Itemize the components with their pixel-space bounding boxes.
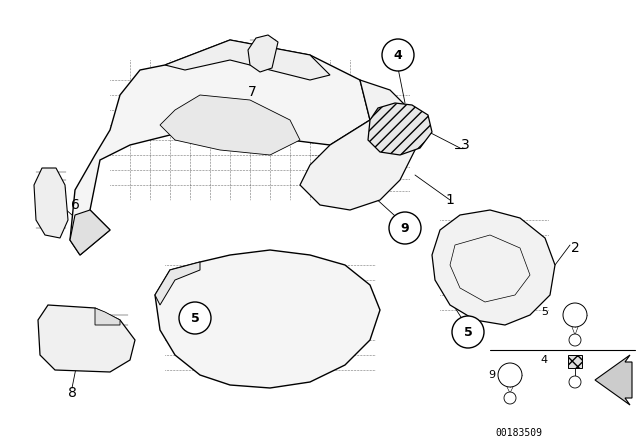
Polygon shape [160,95,300,155]
Polygon shape [155,250,380,388]
Polygon shape [70,40,370,255]
Text: 5: 5 [463,326,472,339]
Text: 9: 9 [401,221,410,234]
Circle shape [389,212,421,244]
Circle shape [563,303,587,327]
Text: 9: 9 [488,370,495,380]
Polygon shape [432,210,555,325]
Polygon shape [95,308,120,325]
Circle shape [569,376,581,388]
Text: 6: 6 [70,198,79,212]
Text: 8: 8 [68,386,76,400]
Circle shape [569,334,581,346]
Polygon shape [595,355,632,405]
Circle shape [452,316,484,348]
Circle shape [179,302,211,334]
Circle shape [498,363,522,387]
Polygon shape [368,103,432,155]
Polygon shape [248,35,278,72]
Text: 5: 5 [541,307,548,317]
Text: 2: 2 [571,241,579,255]
Circle shape [382,39,414,71]
Polygon shape [38,305,135,372]
Polygon shape [155,262,200,305]
Text: 4: 4 [394,48,403,61]
Text: 7: 7 [248,85,257,99]
Polygon shape [568,355,582,368]
Polygon shape [165,40,330,80]
Text: 1: 1 [445,193,454,207]
Text: 3: 3 [461,138,469,152]
Text: 5: 5 [191,311,200,324]
Circle shape [504,392,516,404]
Polygon shape [70,210,110,255]
Polygon shape [34,168,68,238]
Polygon shape [300,80,415,210]
Text: 00183509: 00183509 [495,428,542,438]
Text: 4: 4 [541,355,548,365]
